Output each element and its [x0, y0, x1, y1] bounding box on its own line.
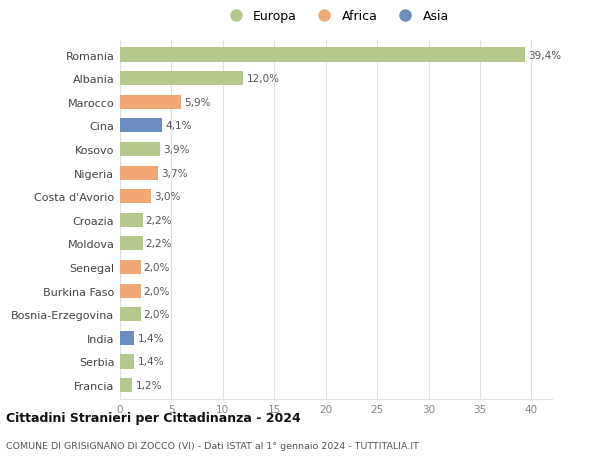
Text: 12,0%: 12,0%: [247, 74, 280, 84]
Bar: [120, 354, 134, 369]
Text: 2,2%: 2,2%: [146, 239, 172, 249]
Bar: [120, 119, 162, 133]
Text: COMUNE DI GRISIGNANO DI ZOCCO (VI) - Dati ISTAT al 1° gennaio 2024 - TUTTITALIA.: COMUNE DI GRISIGNANO DI ZOCCO (VI) - Dat…: [6, 441, 419, 450]
Bar: [120, 190, 151, 204]
Text: 3,9%: 3,9%: [163, 145, 190, 155]
Text: 2,0%: 2,0%: [143, 263, 170, 273]
Bar: [120, 143, 160, 157]
Bar: [120, 48, 525, 62]
Text: 2,2%: 2,2%: [146, 215, 172, 225]
Text: 3,7%: 3,7%: [161, 168, 188, 178]
Text: 1,4%: 1,4%: [137, 357, 164, 367]
Bar: [120, 95, 181, 110]
Bar: [120, 213, 143, 227]
Bar: [120, 378, 133, 392]
Text: 2,0%: 2,0%: [143, 286, 170, 296]
Bar: [120, 72, 244, 86]
Bar: [120, 331, 134, 345]
Legend: Europa, Africa, Asia: Europa, Africa, Asia: [218, 5, 454, 28]
Text: 5,9%: 5,9%: [184, 98, 210, 107]
Bar: [120, 260, 140, 274]
Bar: [120, 308, 140, 322]
Text: 4,1%: 4,1%: [165, 121, 192, 131]
Text: 3,0%: 3,0%: [154, 192, 181, 202]
Text: 1,4%: 1,4%: [137, 333, 164, 343]
Text: Cittadini Stranieri per Cittadinanza - 2024: Cittadini Stranieri per Cittadinanza - 2…: [6, 412, 301, 425]
Text: 1,2%: 1,2%: [136, 380, 162, 390]
Bar: [120, 284, 140, 298]
Text: 39,4%: 39,4%: [529, 50, 562, 61]
Bar: [120, 166, 158, 180]
Bar: [120, 237, 143, 251]
Text: 2,0%: 2,0%: [143, 309, 170, 319]
